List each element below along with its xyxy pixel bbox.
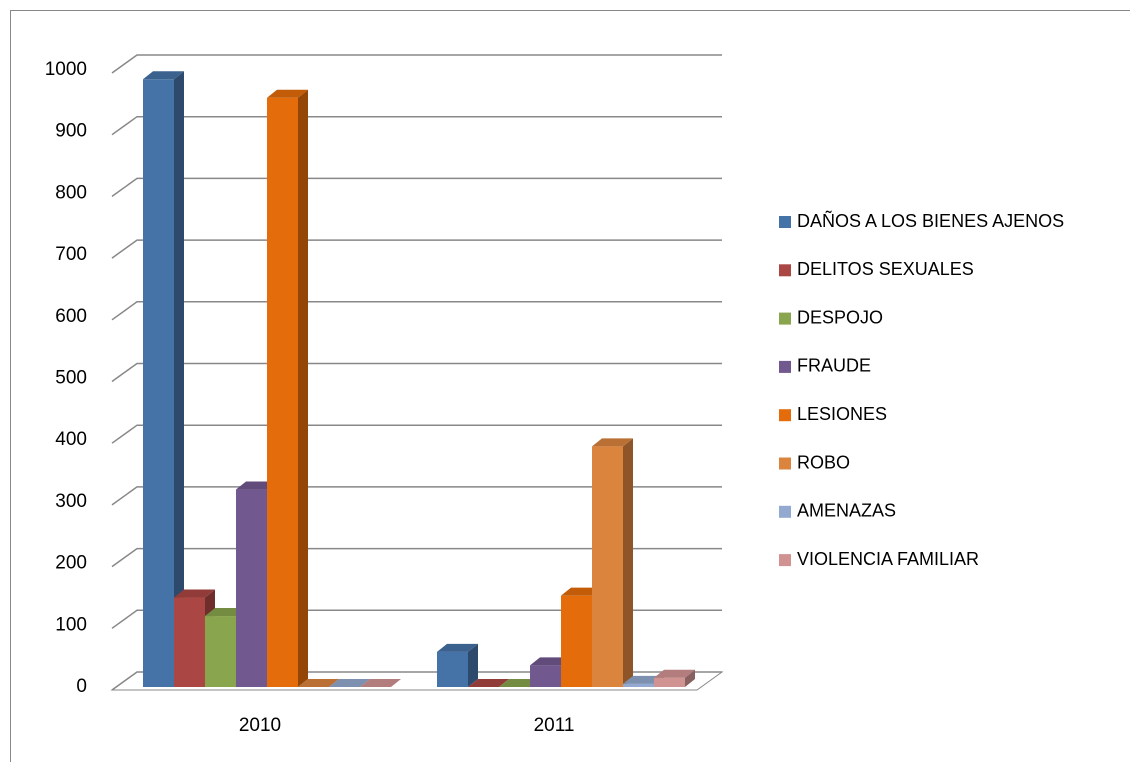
grid-line — [111, 671, 722, 691]
bar-front — [530, 665, 561, 687]
legend-swatch — [779, 409, 791, 422]
grid-line — [111, 486, 722, 506]
x-tick-label: 2010 — [239, 715, 281, 736]
bar-side — [685, 669, 695, 687]
bar-front — [174, 597, 205, 687]
x-tick-label: 2011 — [534, 715, 575, 736]
bar — [468, 679, 509, 687]
legend-swatch — [779, 216, 791, 228]
bar — [437, 643, 478, 687]
grid-line — [111, 177, 722, 198]
legend-swatch — [779, 554, 791, 567]
legend-label: ROBO — [797, 452, 850, 472]
bar-top — [236, 481, 277, 490]
legend-label: AMENAZAS — [797, 501, 896, 521]
legend-label: LESIONES — [797, 404, 887, 424]
legend-label: FRAUDE — [797, 356, 871, 376]
bar-front — [236, 489, 267, 687]
y-tick-label: 1000 — [45, 59, 87, 80]
bar-top — [592, 438, 633, 447]
grid-line — [111, 362, 722, 383]
bar-side — [174, 71, 184, 687]
bar-top — [530, 657, 571, 666]
legend-label: DELITOS SEXUALES — [797, 259, 974, 279]
bar-top — [437, 643, 478, 652]
y-tick-label: 0 — [76, 676, 87, 697]
legend-swatch — [779, 360, 791, 373]
bar-front — [654, 677, 685, 687]
y-tick-label: 500 — [55, 368, 87, 389]
legend-swatch — [779, 312, 791, 325]
y-tick-label: 600 — [55, 306, 87, 327]
grid-line — [111, 609, 722, 629]
legend-swatch — [779, 264, 791, 277]
grid-line — [111, 301, 722, 321]
grid-line — [111, 424, 722, 444]
bar — [143, 71, 184, 687]
bar — [298, 679, 339, 687]
bar-top — [654, 669, 695, 678]
bar — [592, 438, 633, 687]
bar-front — [592, 446, 623, 687]
bar-top — [329, 679, 370, 687]
grid-line — [111, 54, 722, 74]
bar-side — [298, 89, 308, 687]
grid-line — [111, 547, 722, 568]
bar-top — [205, 608, 246, 617]
bar — [329, 679, 370, 687]
bar-top — [499, 679, 540, 687]
y-tick-label: 400 — [55, 429, 87, 450]
bar-top — [623, 675, 664, 684]
bar — [654, 669, 695, 687]
bar-top — [298, 679, 339, 687]
bar — [499, 679, 540, 687]
bar-top — [468, 679, 509, 687]
bar-top — [561, 587, 602, 596]
legend-label: DAÑOS A LOS BIENES AJENOS — [797, 210, 1064, 231]
grid-line — [111, 115, 722, 136]
grid-line — [111, 239, 722, 259]
bar-top — [267, 89, 308, 98]
bar-front — [143, 79, 174, 687]
bar-front — [205, 616, 236, 687]
bar-top — [174, 589, 215, 598]
bar-side — [623, 438, 633, 687]
bar-side — [468, 643, 478, 687]
legend-swatch — [779, 505, 791, 518]
bar-top — [143, 71, 184, 80]
y-tick-label: 700 — [55, 244, 87, 265]
bar-front — [437, 651, 468, 687]
y-tick-label: 200 — [55, 553, 87, 574]
legend-swatch — [779, 457, 791, 470]
y-tick-label: 800 — [55, 182, 87, 203]
bar — [267, 89, 308, 687]
y-tick-label: 100 — [55, 614, 87, 635]
bar-front — [267, 97, 298, 687]
y-tick-label: 900 — [55, 121, 87, 142]
legend-label: VIOLENCIA FAMILIAR — [797, 549, 979, 569]
bar-front — [623, 683, 654, 687]
bar-top — [360, 679, 401, 687]
bar — [360, 679, 401, 687]
legend-label: DESPOJO — [797, 307, 883, 327]
y-tick-label: 300 — [55, 491, 87, 512]
bar-front — [561, 595, 592, 687]
